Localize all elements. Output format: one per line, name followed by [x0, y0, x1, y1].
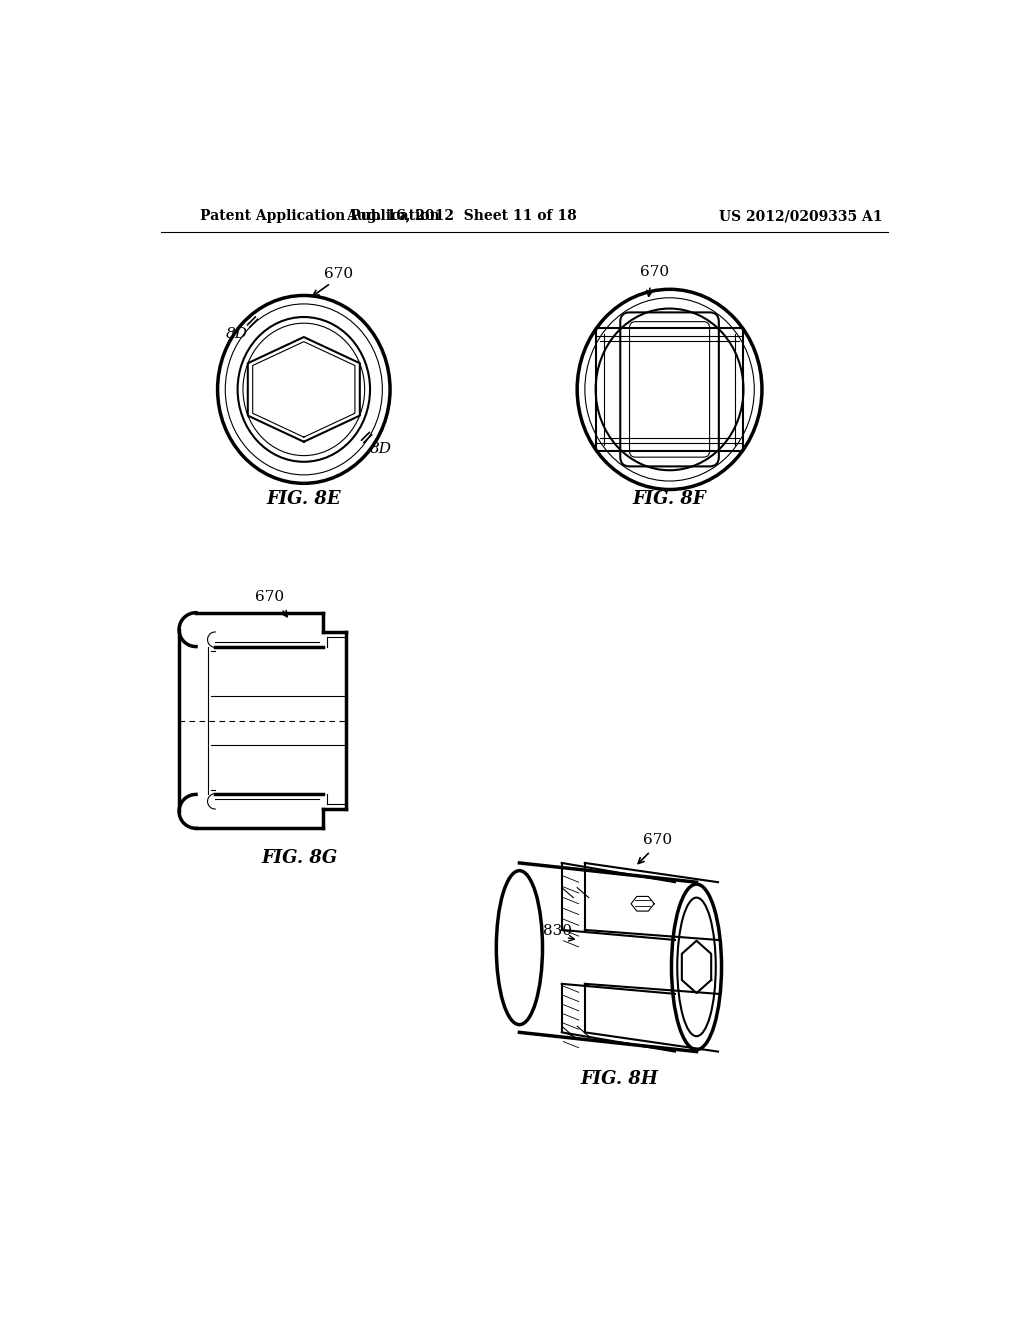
Text: US 2012/0209335 A1: US 2012/0209335 A1 [719, 209, 883, 223]
Text: Patent Application Publication: Patent Application Publication [200, 209, 439, 223]
Text: FIG. 8F: FIG. 8F [633, 490, 707, 508]
Text: 670: 670 [643, 833, 673, 846]
Text: 670: 670 [640, 265, 669, 280]
Text: 670: 670 [255, 590, 284, 605]
Text: Aug. 16, 2012  Sheet 11 of 18: Aug. 16, 2012 Sheet 11 of 18 [346, 209, 578, 223]
Text: 830: 830 [544, 924, 572, 937]
Text: FIG. 8H: FIG. 8H [581, 1069, 658, 1088]
Text: 8D: 8D [370, 441, 392, 455]
Text: FIG. 8E: FIG. 8E [266, 490, 341, 508]
Text: FIG. 8G: FIG. 8G [262, 849, 338, 866]
Text: 670: 670 [324, 267, 353, 281]
Text: 8D: 8D [226, 327, 248, 341]
